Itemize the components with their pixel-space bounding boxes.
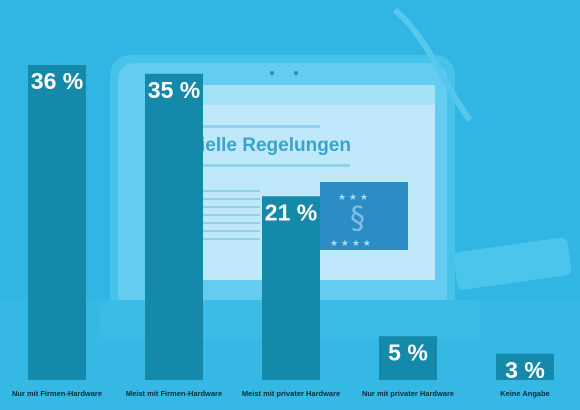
bar-value-label-4: 5 % [388, 339, 428, 365]
category-label-5: Keine Angabe [500, 389, 550, 398]
svg-text:★ ★ ★: ★ ★ ★ [338, 193, 368, 203]
bar-4 [379, 336, 437, 380]
bar-value-label-2: 35 % [148, 77, 200, 103]
category-label-3: Meist mit privater Hardware [242, 389, 340, 398]
background-heading: ielle Regelungen [200, 135, 351, 156]
svg-text:★ ★ ★ ★: ★ ★ ★ ★ [330, 239, 371, 249]
bar-value-label-5: 3 % [505, 357, 545, 383]
category-label-2: Meist mit Firmen-Hardware [126, 389, 222, 398]
bar-value-label-1: 36 % [31, 68, 83, 94]
bar-value-label-3: 21 % [265, 199, 317, 225]
bar-3 [262, 196, 320, 380]
bar-2 [145, 73, 203, 380]
bar-1 [28, 65, 86, 380]
category-label-4: Nur mit privater Hardware [362, 389, 454, 398]
svg-text:§: § [350, 201, 365, 236]
bar-5 [496, 353, 554, 380]
category-label-1: Nur mit Firmen-Hardware [12, 389, 102, 398]
